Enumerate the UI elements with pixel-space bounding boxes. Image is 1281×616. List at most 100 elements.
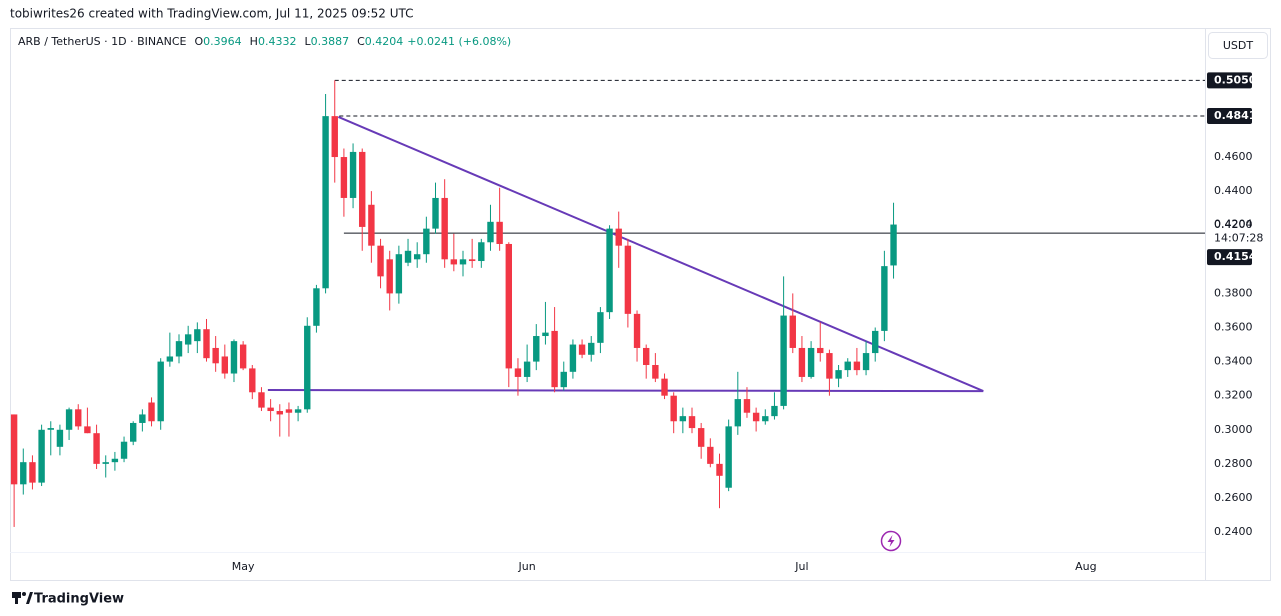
candle-body xyxy=(468,259,476,262)
candle-body xyxy=(817,347,824,354)
candle-body xyxy=(194,329,201,342)
candle-body xyxy=(560,371,567,388)
x-tick-label: Aug xyxy=(1075,560,1096,573)
ohlc-key: O xyxy=(195,35,204,48)
candle-body xyxy=(514,368,522,377)
candle-body xyxy=(862,353,870,371)
y-tick-label: 0.4400 xyxy=(1214,184,1253,197)
candle-body xyxy=(166,356,174,362)
candle-body xyxy=(478,242,485,262)
price-label: 0.4841 xyxy=(1214,109,1256,122)
candle-body xyxy=(679,416,687,422)
candle-body xyxy=(120,441,128,459)
candle-body xyxy=(707,446,714,464)
candle-body xyxy=(203,329,210,359)
candle-body xyxy=(615,228,622,246)
y-tick-label: 0.3800 xyxy=(1214,286,1253,299)
y-tick-label: 0.2400 xyxy=(1214,525,1253,538)
candle-body xyxy=(38,429,45,483)
candle-body xyxy=(139,414,146,423)
candle-body xyxy=(826,353,833,379)
candle-body xyxy=(404,250,412,263)
candle-body xyxy=(450,259,458,265)
y-tick-label: 0.3200 xyxy=(1214,389,1253,402)
candle-body xyxy=(249,368,256,393)
candle-body xyxy=(441,197,448,260)
candle-body xyxy=(798,347,806,377)
candle-body xyxy=(597,312,604,343)
pane-border xyxy=(10,28,1271,581)
candle-body xyxy=(10,414,18,485)
countdown: 14:07:28 xyxy=(1214,232,1263,245)
footer-brand: TradingView xyxy=(34,592,124,607)
candle-body xyxy=(487,221,494,243)
y-tick-label: 0.3000 xyxy=(1214,423,1253,436)
candle-body xyxy=(872,330,879,354)
candle-body xyxy=(340,157,348,198)
candle-body xyxy=(239,344,247,369)
candle-body xyxy=(111,458,119,463)
candle-body xyxy=(331,116,338,158)
candle-body xyxy=(643,347,650,366)
trendline xyxy=(338,116,984,393)
candle-body xyxy=(881,266,888,331)
y-tick-label: 0.2800 xyxy=(1214,457,1253,470)
candle-body xyxy=(844,361,851,371)
candle-body xyxy=(20,462,27,485)
candle-body xyxy=(789,315,796,348)
candle-body xyxy=(505,243,512,369)
candle-body xyxy=(423,228,430,255)
currency-button[interactable] xyxy=(1208,32,1268,59)
candle-body xyxy=(670,395,677,422)
candle-body xyxy=(157,361,164,422)
candle-body xyxy=(221,356,229,374)
flash-icon[interactable] xyxy=(880,530,902,552)
y-tick-label: 0.4200 xyxy=(1214,218,1253,231)
candle-body xyxy=(588,342,595,355)
candle-body xyxy=(212,347,219,364)
ohlc-key: H xyxy=(250,35,258,48)
candle-body xyxy=(84,426,91,434)
y-tick-label: 0.3600 xyxy=(1214,321,1253,334)
candle-body xyxy=(368,204,375,246)
candle-body xyxy=(578,344,586,355)
candle-body xyxy=(93,433,100,464)
candle-body xyxy=(890,224,897,266)
candle-body xyxy=(432,197,439,229)
candle-body xyxy=(661,378,668,396)
candle-body xyxy=(551,330,558,388)
candle-body xyxy=(533,336,540,362)
price-label-box xyxy=(1207,249,1252,266)
x-tick-label: May xyxy=(232,560,255,573)
candle-body xyxy=(807,347,815,377)
tv-logo xyxy=(12,592,33,604)
candle-body xyxy=(780,315,787,406)
x-tick-label: Jul xyxy=(794,560,808,573)
candle-body xyxy=(633,313,641,348)
y-tick-label: 0.2600 xyxy=(1214,491,1253,504)
candle-body xyxy=(322,116,329,289)
candle-body xyxy=(716,463,723,476)
candle-body xyxy=(184,334,192,345)
y-tick-label: 0.4600 xyxy=(1214,150,1253,163)
trendline xyxy=(267,389,984,393)
candle-body xyxy=(743,399,751,413)
candle-body xyxy=(258,392,265,408)
currency-label[interactable]: USDT xyxy=(1223,39,1254,52)
candle-body xyxy=(47,428,54,430)
candle-body xyxy=(835,370,842,379)
candle-body xyxy=(624,245,632,314)
price-label: 0.4154 xyxy=(1214,250,1257,263)
candle-body xyxy=(267,407,274,412)
y-tick-label: 0.3400 xyxy=(1214,355,1253,368)
candle-body xyxy=(459,259,467,265)
candle-body xyxy=(102,462,109,464)
candle-body xyxy=(725,426,732,488)
symbol: ARB / TetherUS · 1D · BINANCE xyxy=(18,35,187,48)
price-label: 0.5050 xyxy=(1214,73,1257,86)
price-label-box xyxy=(1207,72,1252,89)
candle-body xyxy=(652,365,659,379)
candle-body xyxy=(606,228,613,313)
candle-body xyxy=(230,341,238,374)
